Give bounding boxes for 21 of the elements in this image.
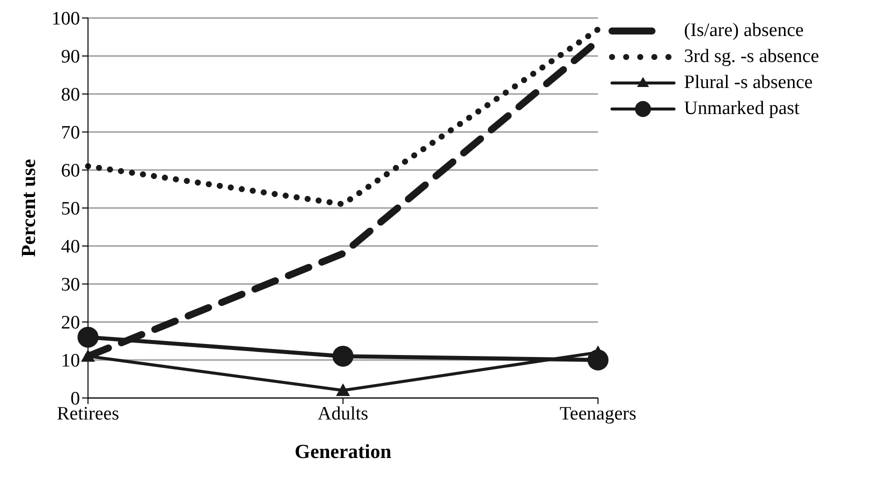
y-axis-title: Percent use <box>18 158 40 257</box>
x-tick-label: Teenagers <box>560 403 636 424</box>
x-axis-title: Generation <box>294 441 392 463</box>
y-tick-label: 40 <box>61 236 80 258</box>
point <box>332 346 354 367</box>
y-tick-label: 50 <box>61 198 80 220</box>
legend-label: Unmarked past <box>684 98 800 120</box>
y-tick-label: 10 <box>61 350 80 372</box>
legend-label: 3rd sg. -s absence <box>684 46 820 68</box>
legend-label: (Is/are) absence <box>684 20 804 42</box>
y-tick-label: 100 <box>52 8 80 30</box>
y-tick-label: 90 <box>61 46 80 68</box>
legend-label: Plural -s absence <box>684 72 813 94</box>
y-tick-label: 70 <box>61 122 80 144</box>
y-tick-label: 0 <box>70 388 80 410</box>
y-tick-label: 20 <box>61 312 80 334</box>
x-tick-label: Adults <box>318 403 368 424</box>
point <box>78 326 98 348</box>
y-tick-label: 60 <box>61 160 80 182</box>
y-tick-label: 30 <box>61 274 80 296</box>
y-tick-label: 80 <box>61 84 80 106</box>
